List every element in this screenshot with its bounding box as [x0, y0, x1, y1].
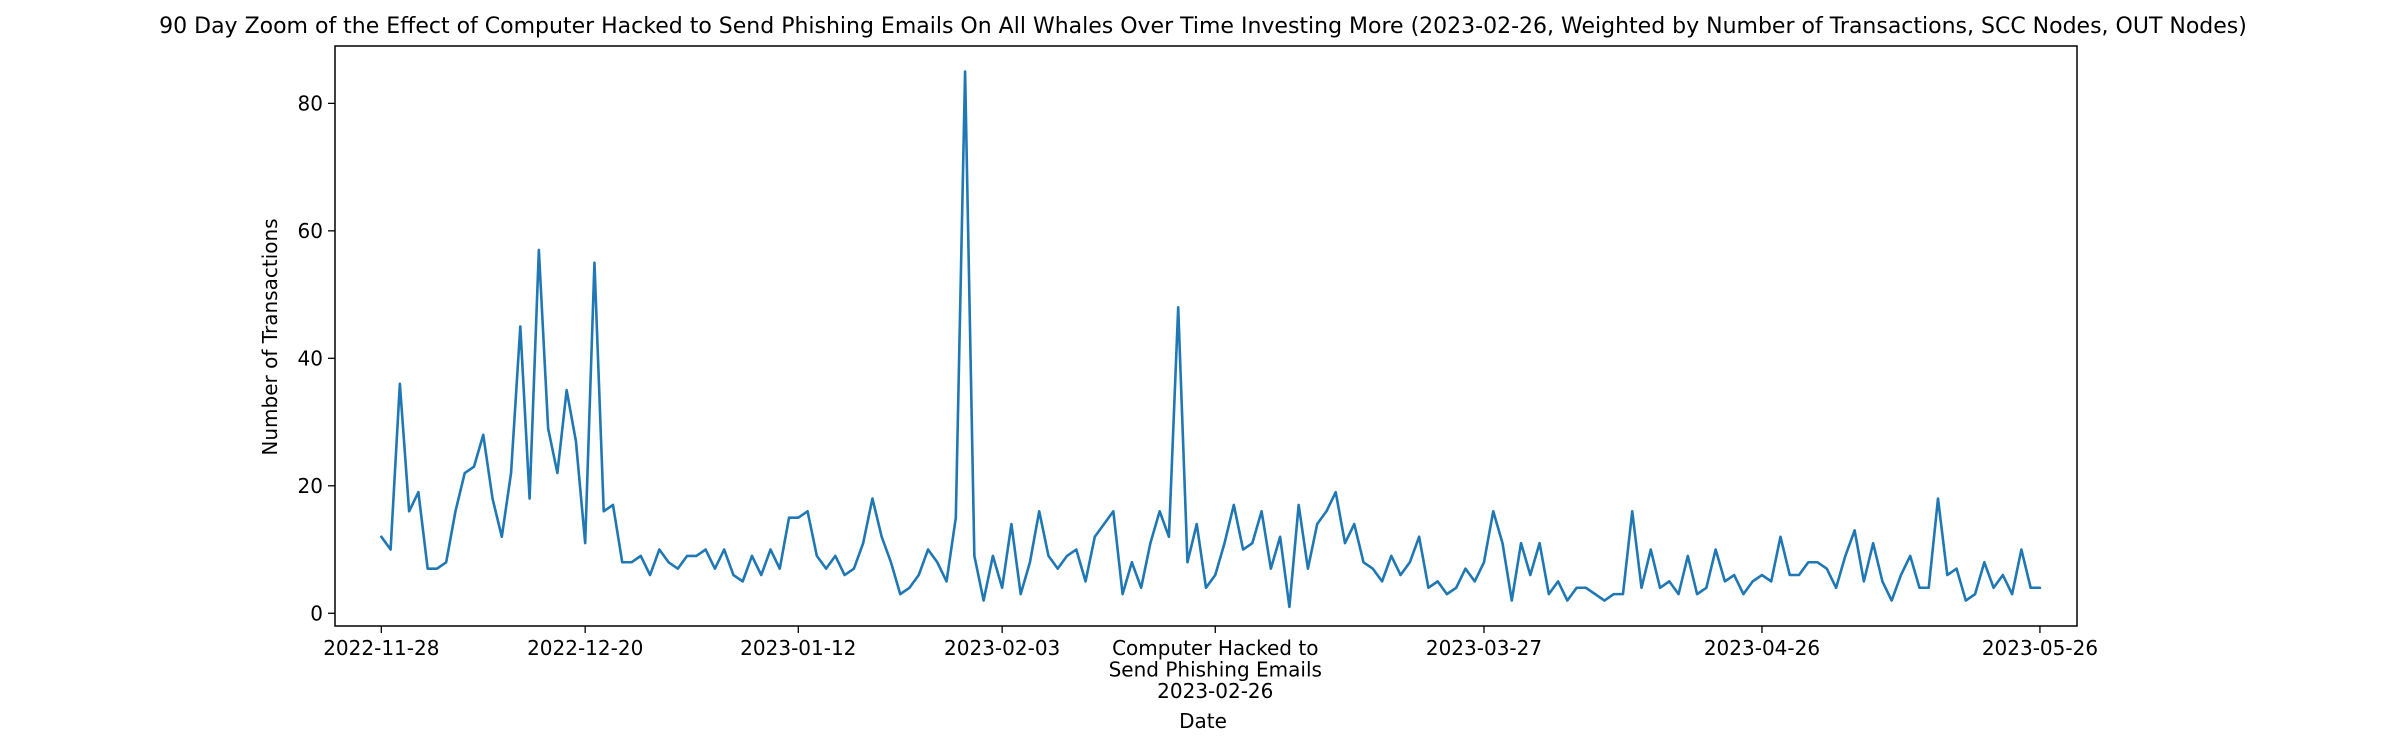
y-tick-label: 0: [310, 601, 323, 625]
y-tick-label: 20: [298, 474, 323, 498]
x-tick-label: 2022-11-28: [323, 636, 439, 660]
y-axis: 0 20 40 60 80: [298, 91, 335, 625]
x-axis: 2022-11-28 2022-12-20 2023-01-12 2023-02-03…: [323, 626, 2098, 703]
plot-area: [334, 45, 2078, 627]
x-tick-label: 2022-12-20: [527, 636, 643, 660]
y-tick-label: 40: [298, 346, 323, 370]
y-tick-label: 60: [298, 219, 323, 243]
x-tick-label: Computer Hacked to Send Phishing Emails 20…: [1109, 636, 1322, 703]
x-tick-label: 2023-05-26: [1982, 636, 2098, 660]
y-axis-label: Number of Transactions: [258, 218, 282, 455]
x-axis-label: Date: [1179, 709, 1227, 733]
x-tick-label: 2023-03-27: [1426, 636, 1542, 660]
series-line-0: [380, 70, 2042, 609]
x-tick-label: 2023-02-03: [944, 636, 1060, 660]
chart-title: 90 Day Zoom of the Effect of Computer Ha…: [159, 14, 2247, 39]
series-layer: [380, 70, 2042, 609]
axes-frame: [334, 45, 2078, 627]
x-tick-label: 2023-01-12: [740, 636, 856, 660]
y-tick-label: 80: [298, 91, 323, 115]
x-tick-label: 2023-04-26: [1704, 636, 1820, 660]
